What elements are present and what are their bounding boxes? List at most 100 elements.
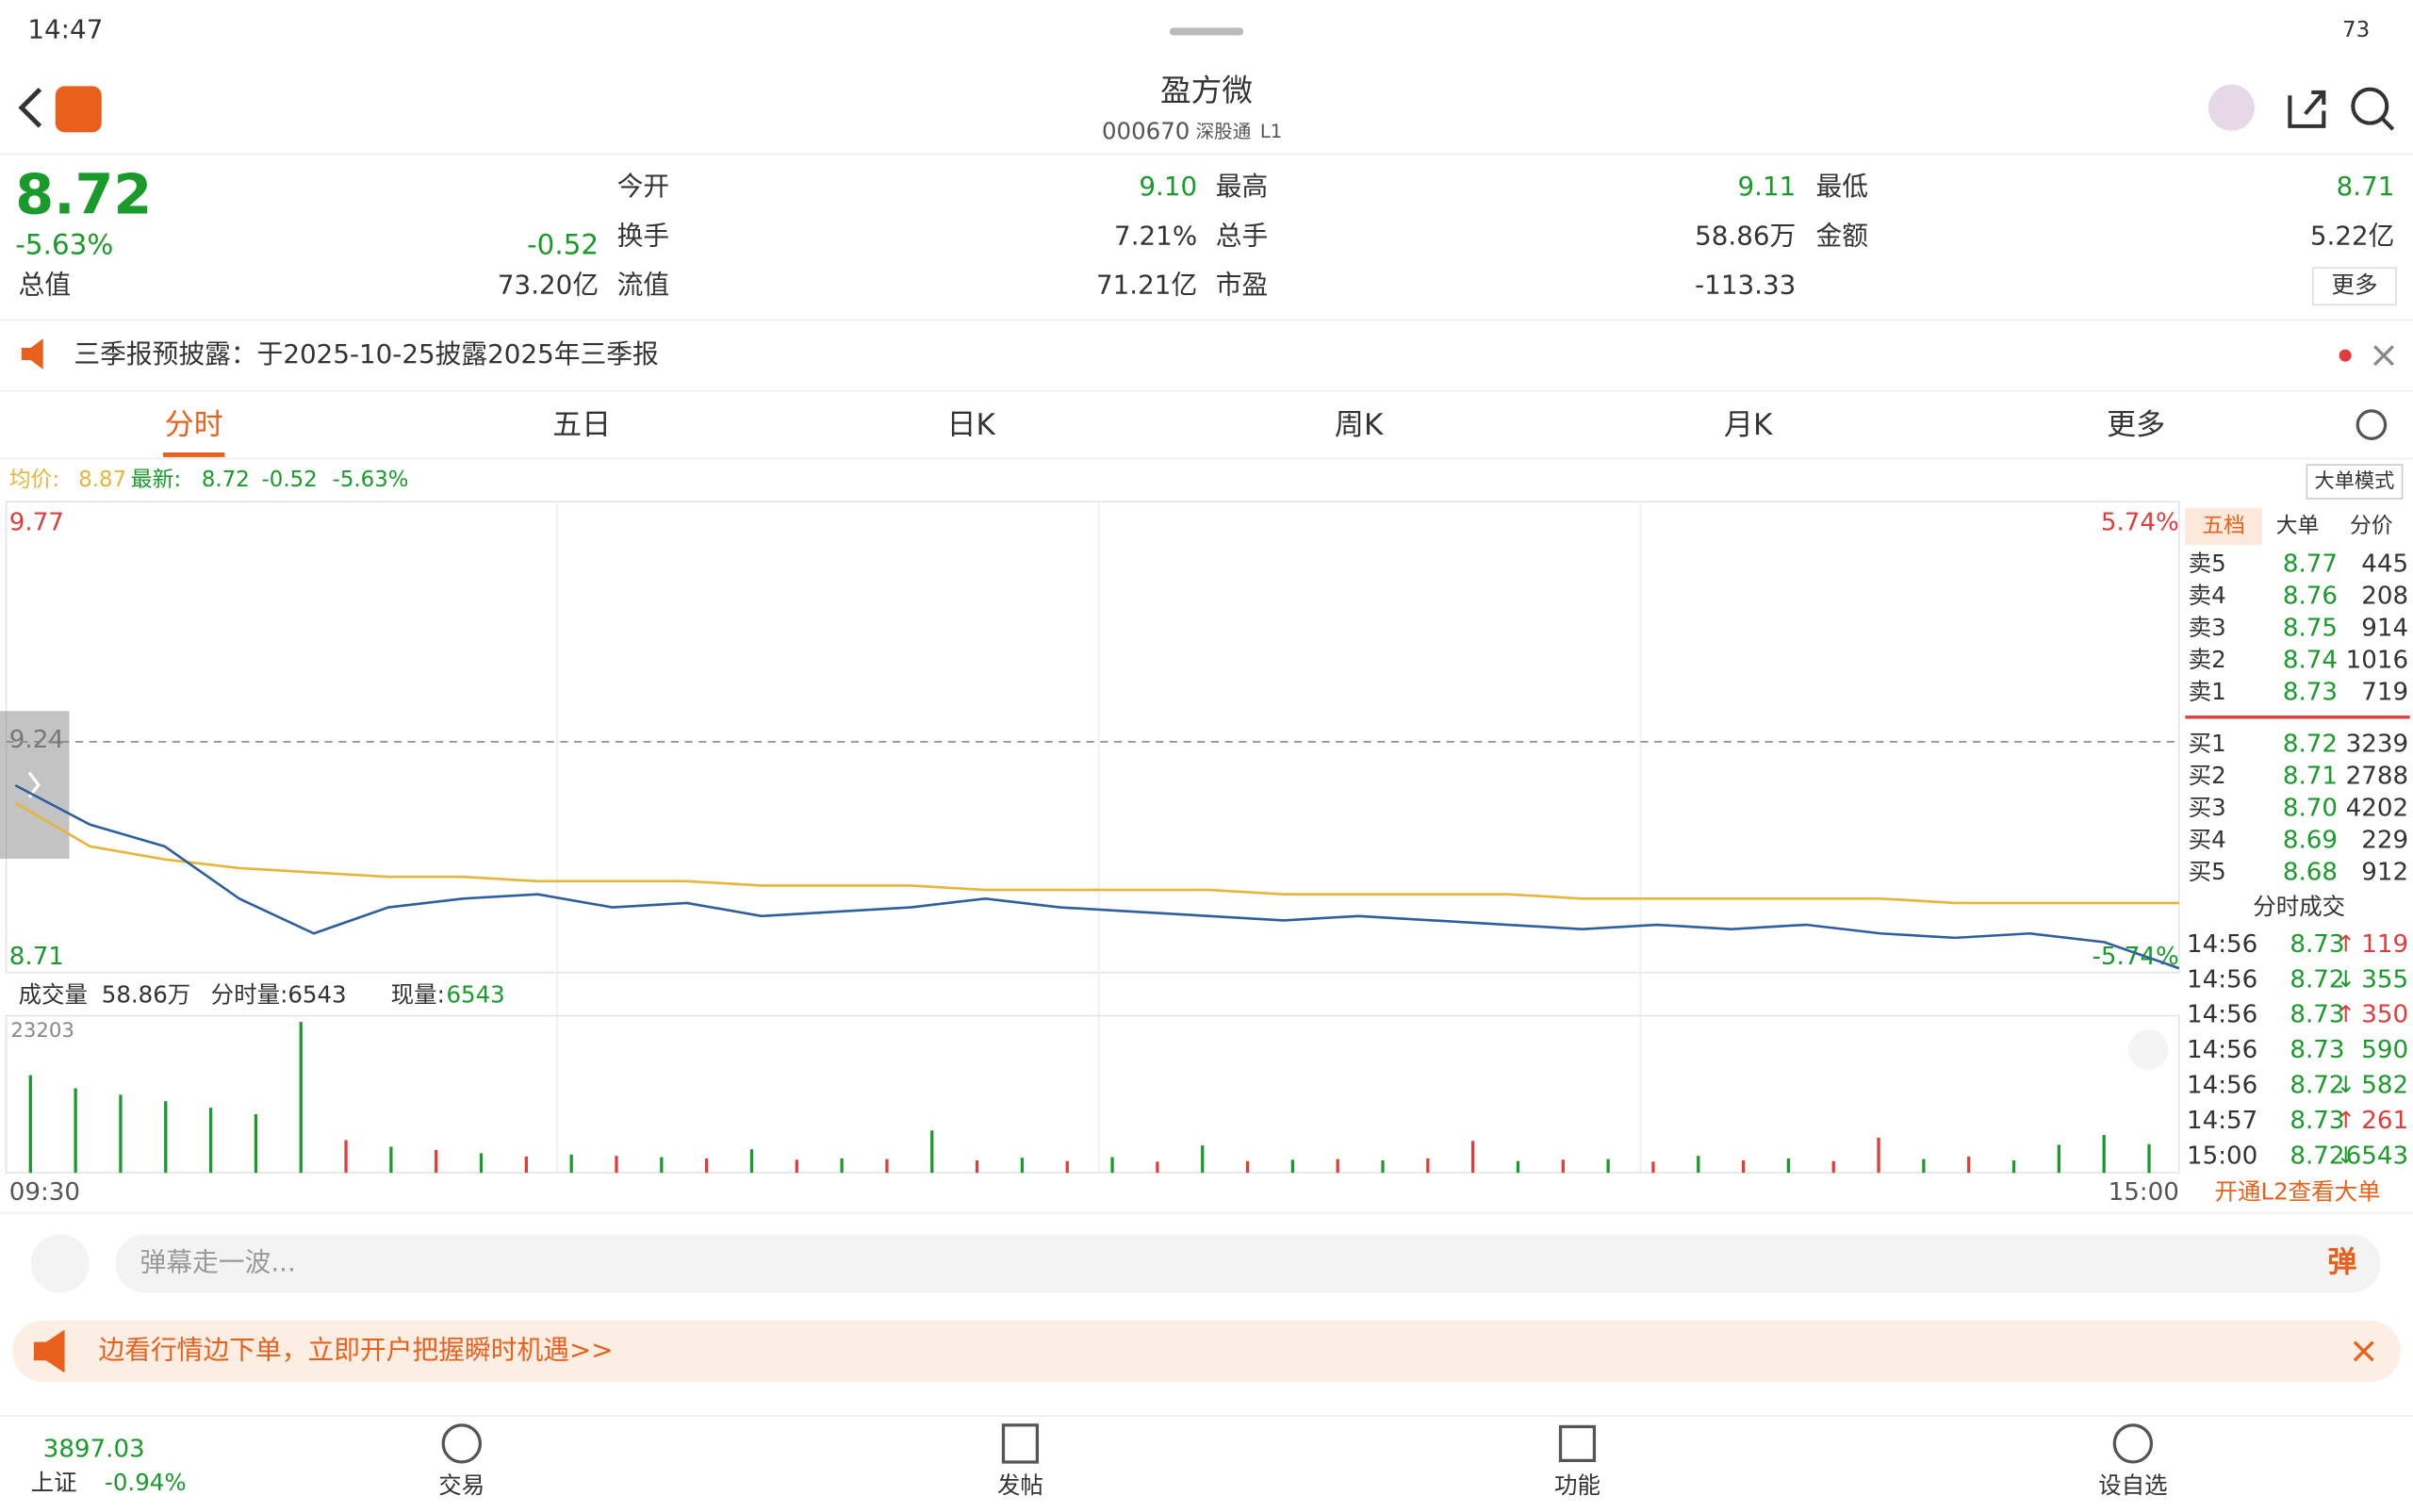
- banner-text[interactable]: 边看行情边下单，立即开户把握瞬时机遇>>: [98, 1334, 613, 1365]
- book-tab[interactable]: 大单: [2276, 514, 2320, 538]
- trade-volume: 350: [2361, 1001, 2408, 1029]
- volume-bar: [299, 1022, 303, 1174]
- nav-label[interactable]: 发帖: [997, 1471, 1043, 1499]
- danmu-input[interactable]: [115, 1234, 2381, 1293]
- volume-bar: [389, 1146, 393, 1174]
- book-tab-active: [2185, 507, 2262, 545]
- book-volume: 912: [2361, 859, 2408, 887]
- y-tick-label: 9.77: [9, 509, 64, 537]
- banner[interactable]: [12, 1320, 2401, 1383]
- placeholder: 弹幕走一波...: [140, 1246, 296, 1277]
- battery: 73: [2342, 18, 2370, 42]
- change: -0.52: [527, 229, 599, 261]
- settings-icon[interactable]: [2356, 409, 2388, 440]
- book-level: 卖3: [2189, 614, 2226, 641]
- tag: 深股通: [1196, 121, 1252, 142]
- x-label: 09:30: [9, 1178, 80, 1207]
- volume-bar: [930, 1130, 934, 1174]
- nav-icon[interactable]: [1001, 1423, 1040, 1464]
- y-tick-label: 8.71: [9, 943, 64, 971]
- book-price: 8.77: [2283, 551, 2338, 579]
- trade-time: 14:56: [2187, 1001, 2257, 1029]
- volume-bar: [1156, 1161, 1159, 1174]
- field-value: 7.21%: [1114, 220, 1197, 251]
- nav-icon[interactable]: [2112, 1423, 2154, 1464]
- book-level: 卖1: [2189, 678, 2226, 705]
- more[interactable]: 更多: [2331, 271, 2377, 299]
- nav-label[interactable]: 设自选: [2098, 1471, 2167, 1499]
- trade-arrow: ↑: [2336, 929, 2356, 957]
- volume-bar: [74, 1088, 77, 1174]
- volume-bar: [1741, 1159, 1746, 1174]
- share-icon[interactable]: [2288, 90, 2326, 128]
- trade-volume: 6543: [2346, 1142, 2408, 1170]
- book-tab[interactable]: 分价: [2350, 514, 2393, 538]
- l2-link[interactable]: 开通L2查看大单: [2215, 1177, 2381, 1205]
- trade-arrow: ↑: [2336, 1106, 2356, 1133]
- nav-icon[interactable]: [441, 1423, 483, 1464]
- avatar[interactable]: [2208, 84, 2255, 131]
- notice[interactable]: 三季报预披露：于2025-10-25披露2025年三季报: [74, 338, 658, 370]
- nav-icon[interactable]: [1558, 1424, 1597, 1463]
- nav-label[interactable]: 功能: [1554, 1471, 1600, 1499]
- tab[interactable]: 日K: [947, 408, 996, 442]
- app-logo: [55, 86, 102, 133]
- tab[interactable]: 更多: [2107, 408, 2165, 442]
- tab[interactable]: 五日: [552, 408, 611, 442]
- volume-bar: [1967, 1156, 1971, 1174]
- volume-bar: [1336, 1159, 1339, 1174]
- search-icon: [2380, 117, 2395, 131]
- stock-name: 盈方微: [1160, 73, 1253, 108]
- banner-close[interactable]: [2353, 1340, 2374, 1362]
- stock-code: 000670: [1102, 117, 1190, 144]
- volume-bar: [435, 1149, 438, 1174]
- danmu-button[interactable]: 弹: [2327, 1245, 2356, 1279]
- field-label: 总手: [1216, 220, 1269, 251]
- book-volume: 445: [2361, 551, 2408, 579]
- side-toggle[interactable]: [0, 711, 70, 860]
- trade-time: 14:56: [2187, 930, 2257, 959]
- trade-time: 14:56: [2187, 965, 2257, 994]
- field-label: 最高: [1216, 171, 1269, 202]
- search-icon[interactable]: [2351, 87, 2389, 125]
- close-notice[interactable]: [2373, 345, 2394, 367]
- volume-bar: [1697, 1156, 1700, 1174]
- book-volume: 2788: [2346, 763, 2408, 791]
- back-button[interactable]: [18, 87, 42, 128]
- book-level: 买3: [2189, 794, 2226, 821]
- avg: 8.87: [78, 468, 126, 492]
- danmu-toggle[interactable]: [30, 1234, 90, 1293]
- book-price: 8.70: [2283, 795, 2338, 823]
- field-value: 9.10: [1139, 171, 1197, 202]
- tab[interactable]: 月K: [1724, 408, 1773, 442]
- tab[interactable]: 分时: [165, 408, 223, 442]
- expand-button[interactable]: [2127, 1029, 2169, 1070]
- volume-bar: [119, 1094, 123, 1174]
- mode-button[interactable]: [2306, 464, 2404, 500]
- book-tab[interactable]: 五档: [2202, 514, 2245, 538]
- tab[interactable]: 周K: [1335, 408, 1384, 442]
- pct-label: -5.74%: [2092, 943, 2178, 971]
- book-volume: 3239: [2346, 731, 2408, 759]
- banner-icon: [33, 1329, 65, 1373]
- x-label: 15:00: [2109, 1178, 2179, 1207]
- trade-price: 8.73: [2290, 1001, 2344, 1029]
- dot: [2339, 349, 2352, 362]
- volume-bar: [254, 1114, 258, 1174]
- volume-bar: [1877, 1137, 1880, 1174]
- more-button[interactable]: [2312, 267, 2397, 306]
- nav-label[interactable]: 交易: [438, 1471, 484, 1499]
- volume-bar: [479, 1153, 484, 1174]
- volume-bar: [569, 1154, 573, 1174]
- trade-volume: 119: [2361, 930, 2408, 959]
- book-price: 8.72: [2283, 731, 2338, 759]
- field-label: 金额: [1816, 220, 1869, 251]
- y-tick-label: 9.24: [9, 726, 64, 754]
- trade-arrow: ↓: [2336, 1142, 2356, 1169]
- book-volume: 1016: [2346, 647, 2408, 675]
- volume-bar: [1290, 1159, 1294, 1174]
- volume-bar: [2057, 1144, 2060, 1174]
- mode[interactable]: 大单模式: [2315, 469, 2395, 493]
- volume-bar: [1651, 1161, 1655, 1174]
- volume-bar: [1065, 1160, 1069, 1174]
